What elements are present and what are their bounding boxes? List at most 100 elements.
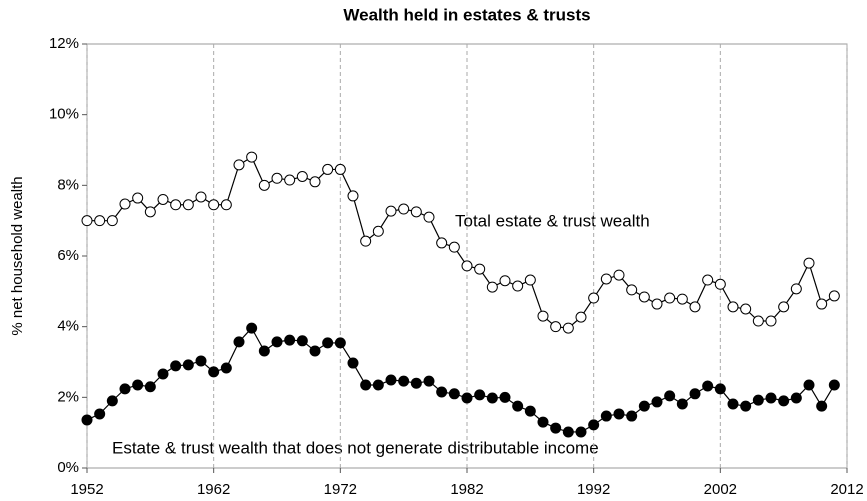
data-point <box>436 386 448 398</box>
data-point <box>689 301 701 313</box>
data-point <box>410 377 422 389</box>
x-tick-label: 1982 <box>450 481 483 498</box>
data-point <box>816 298 828 310</box>
data-point <box>461 260 473 272</box>
data-point <box>486 281 498 293</box>
data-point <box>714 383 726 395</box>
x-tick-label: 2002 <box>704 481 737 498</box>
data-point <box>372 225 384 237</box>
data-point <box>702 274 714 286</box>
data-point <box>195 355 207 367</box>
data-point <box>575 311 587 323</box>
data-point <box>790 392 802 404</box>
chart-title: Wealth held in estates & trusts <box>343 5 590 24</box>
data-point <box>94 408 106 420</box>
data-point <box>474 389 486 401</box>
data-point <box>246 151 258 163</box>
data-point <box>271 172 283 184</box>
data-point <box>360 379 372 391</box>
data-point <box>157 193 169 205</box>
data-point <box>828 379 840 391</box>
data-point <box>296 171 308 182</box>
data-point <box>144 206 156 218</box>
data-point <box>613 269 625 281</box>
data-point <box>600 273 612 285</box>
data-point <box>512 280 524 292</box>
series-label: Total estate & trust wealth <box>455 211 650 230</box>
data-point <box>562 426 574 438</box>
data-point <box>676 293 688 305</box>
y-tick-label: 4% <box>57 318 79 335</box>
data-point <box>790 283 802 295</box>
data-point <box>448 241 460 253</box>
data-point <box>765 392 777 404</box>
data-point <box>524 274 536 286</box>
data-point <box>81 414 93 426</box>
data-point <box>689 388 701 400</box>
data-point <box>752 315 764 327</box>
data-point <box>296 335 308 347</box>
data-point <box>347 357 359 369</box>
data-point <box>132 192 144 204</box>
data-point <box>309 176 321 188</box>
data-point <box>752 394 764 406</box>
series-line <box>86 327 835 433</box>
data-point <box>626 284 638 296</box>
series-label: Estate & trust wealth that does not gene… <box>112 438 599 457</box>
y-tick-label: 0% <box>57 459 79 476</box>
data-point <box>727 398 739 410</box>
data-point <box>575 426 587 438</box>
data-point <box>334 337 346 349</box>
data-point <box>208 366 220 378</box>
data-point <box>195 191 207 203</box>
x-tick-label: 1952 <box>70 481 103 498</box>
data-point <box>385 374 397 386</box>
data-point <box>106 215 118 227</box>
data-point <box>284 174 296 186</box>
data-point <box>588 419 600 431</box>
data-point <box>410 206 422 218</box>
data-point <box>398 203 410 215</box>
data-point <box>664 292 676 304</box>
data-point <box>119 198 131 210</box>
data-point <box>132 379 144 391</box>
data-point <box>638 400 650 412</box>
data-point <box>233 336 245 348</box>
data-point <box>220 362 232 374</box>
data-point <box>81 215 93 227</box>
data-point <box>638 291 650 303</box>
data-point <box>284 334 296 346</box>
data-point <box>524 405 536 417</box>
data-point <box>676 398 688 410</box>
data-point <box>816 400 828 412</box>
data-point <box>474 263 486 275</box>
data-point <box>486 392 498 404</box>
data-point <box>144 381 156 393</box>
data-point <box>550 422 562 434</box>
x-tick-label: 1962 <box>197 481 230 498</box>
data-point <box>765 315 777 327</box>
data-point <box>423 375 435 387</box>
data-point <box>448 388 460 400</box>
data-point <box>740 400 752 412</box>
y-axis-label: % net household wealth <box>9 176 26 335</box>
data-point <box>778 301 790 313</box>
data-point <box>233 159 245 171</box>
data-point <box>208 199 220 211</box>
data-point <box>613 408 625 420</box>
data-point <box>512 400 524 412</box>
data-point <box>170 199 182 211</box>
data-point <box>360 235 372 247</box>
data-point <box>347 190 359 202</box>
data-point <box>258 179 270 191</box>
data-point <box>537 416 549 428</box>
data-point <box>461 392 473 404</box>
data-point <box>119 383 131 395</box>
data-point <box>702 380 714 392</box>
data-point <box>499 275 511 287</box>
data-point <box>550 321 562 333</box>
data-point <box>651 396 663 408</box>
data-point <box>600 410 612 422</box>
data-point <box>651 298 663 310</box>
